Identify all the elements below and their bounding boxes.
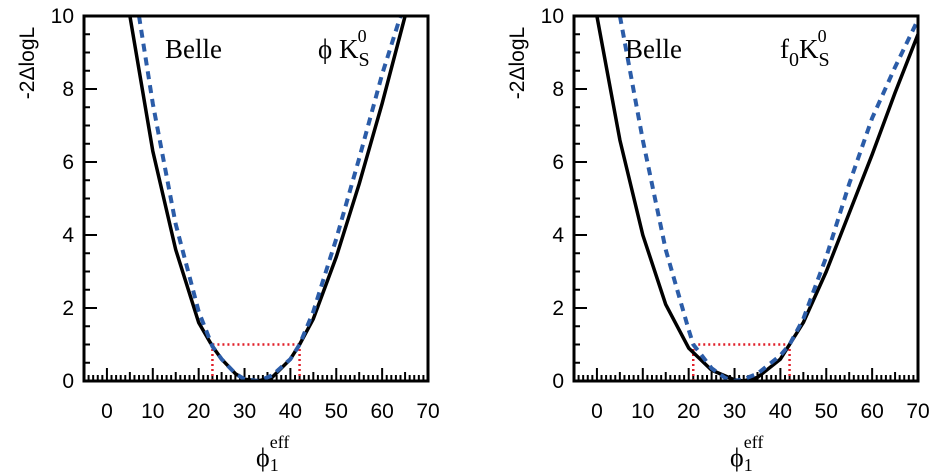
curves <box>128 16 407 381</box>
experiment-label: Belle <box>625 34 682 64</box>
x-tick-label: 10 <box>141 400 164 423</box>
decay-label-sub: S <box>819 49 830 71</box>
x-tick-label: 30 <box>233 400 256 423</box>
x-tick-label: 40 <box>279 400 302 423</box>
y-tick-label: 8 <box>62 78 74 101</box>
curves <box>595 16 918 381</box>
x-tick-label: 20 <box>187 400 210 423</box>
dashed-curve <box>137 16 403 381</box>
x-axis-label-sup: eff <box>270 432 290 452</box>
x-tick-label: 70 <box>906 400 929 423</box>
experiment-label: Belle <box>165 34 222 64</box>
y-tick-label: 10 <box>541 5 564 28</box>
plot-frame <box>572 14 920 383</box>
decay-label: f0KS0 <box>780 26 830 71</box>
x-tick-label: 70 <box>416 400 439 423</box>
x-tick-label: 50 <box>815 400 838 423</box>
y-tick-label: 10 <box>51 5 74 28</box>
x-tick-label: 60 <box>860 400 883 423</box>
y-tick-label: 4 <box>62 224 74 247</box>
x-axis-label-sub: 1 <box>744 455 753 474</box>
decay-label-main: K <box>799 34 819 64</box>
plot-frame <box>82 14 430 383</box>
decay-label-sup: 0 <box>358 26 367 46</box>
y-tick-label: 2 <box>552 297 564 320</box>
x-tick-label: 60 <box>370 400 393 423</box>
decay-label-main: ϕ K <box>318 34 359 64</box>
x-axis-label-sup: eff <box>744 432 764 452</box>
x-axis-label-base: ϕ <box>256 443 270 472</box>
x-tick-label: 20 <box>677 400 700 423</box>
solid-curve <box>595 16 918 381</box>
solid-curve <box>128 16 407 381</box>
x-tick-label: 50 <box>325 400 348 423</box>
x-tick-label: 10 <box>631 400 654 423</box>
y-tick-label: 2 <box>62 297 74 320</box>
y-axis-label: -2ΔlogL <box>16 27 39 99</box>
decay-label-sup: 0 <box>818 26 827 46</box>
x-tick-label: 30 <box>723 400 746 423</box>
x-axis-label: ϕ1 eff <box>256 432 289 474</box>
y-tick-label: 0 <box>552 370 564 393</box>
x-tick-label: 40 <box>769 400 792 423</box>
y-tick-label: 8 <box>552 78 564 101</box>
decay-label-prefix-sub: 0 <box>789 49 799 71</box>
tick-marks <box>573 15 919 382</box>
tick-labels: 0 10 20 30 40 50 60 70 0 2 4 6 8 10 <box>541 5 930 423</box>
decay-label: ϕ KS 0 <box>318 26 370 71</box>
y-tick-label: 6 <box>552 151 564 174</box>
decay-label-prefix: f <box>780 34 789 64</box>
decay-label-sub: S <box>358 49 369 71</box>
x-tick-label: 0 <box>591 400 603 423</box>
x-tick-label: 0 <box>101 400 113 423</box>
dashed-curve <box>617 16 918 381</box>
tick-labels: 0 10 20 30 40 50 60 70 0 2 4 6 8 10 <box>51 5 440 423</box>
y-tick-label: 4 <box>552 224 564 247</box>
x-axis-label: ϕ1 eff <box>730 432 763 474</box>
y-axis-label: -2ΔlogL <box>506 27 529 99</box>
y-tick-label: 6 <box>62 151 74 174</box>
tick-marks <box>83 15 429 382</box>
x-axis-label-base: ϕ <box>730 443 744 472</box>
x-axis-label-sub: 1 <box>270 455 279 474</box>
y-tick-label: 0 <box>62 370 74 393</box>
